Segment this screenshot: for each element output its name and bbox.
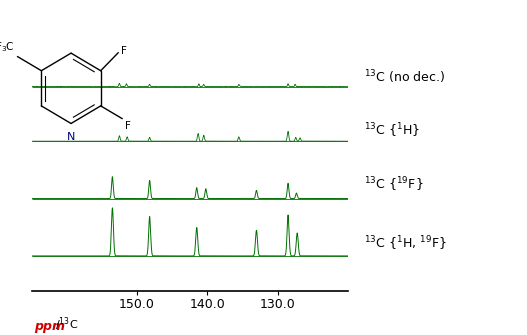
Text: $^{13}$C {$^{1}$H}: $^{13}$C {$^{1}$H} bbox=[364, 121, 420, 140]
Text: F: F bbox=[121, 47, 127, 56]
Text: $^{13}$C (no dec.): $^{13}$C (no dec.) bbox=[364, 68, 445, 85]
Text: $^{13}$C {$^{19}$F}: $^{13}$C {$^{19}$F} bbox=[364, 176, 423, 194]
Text: N: N bbox=[67, 132, 75, 142]
Text: /$^{13}$C: /$^{13}$C bbox=[55, 316, 79, 333]
Text: F$_3$C: F$_3$C bbox=[0, 40, 15, 54]
Text: F: F bbox=[125, 121, 131, 131]
Text: $^{13}$C {$^{1}$H, $^{19}$F}: $^{13}$C {$^{1}$H, $^{19}$F} bbox=[364, 234, 446, 253]
Text: ppm: ppm bbox=[34, 320, 65, 333]
